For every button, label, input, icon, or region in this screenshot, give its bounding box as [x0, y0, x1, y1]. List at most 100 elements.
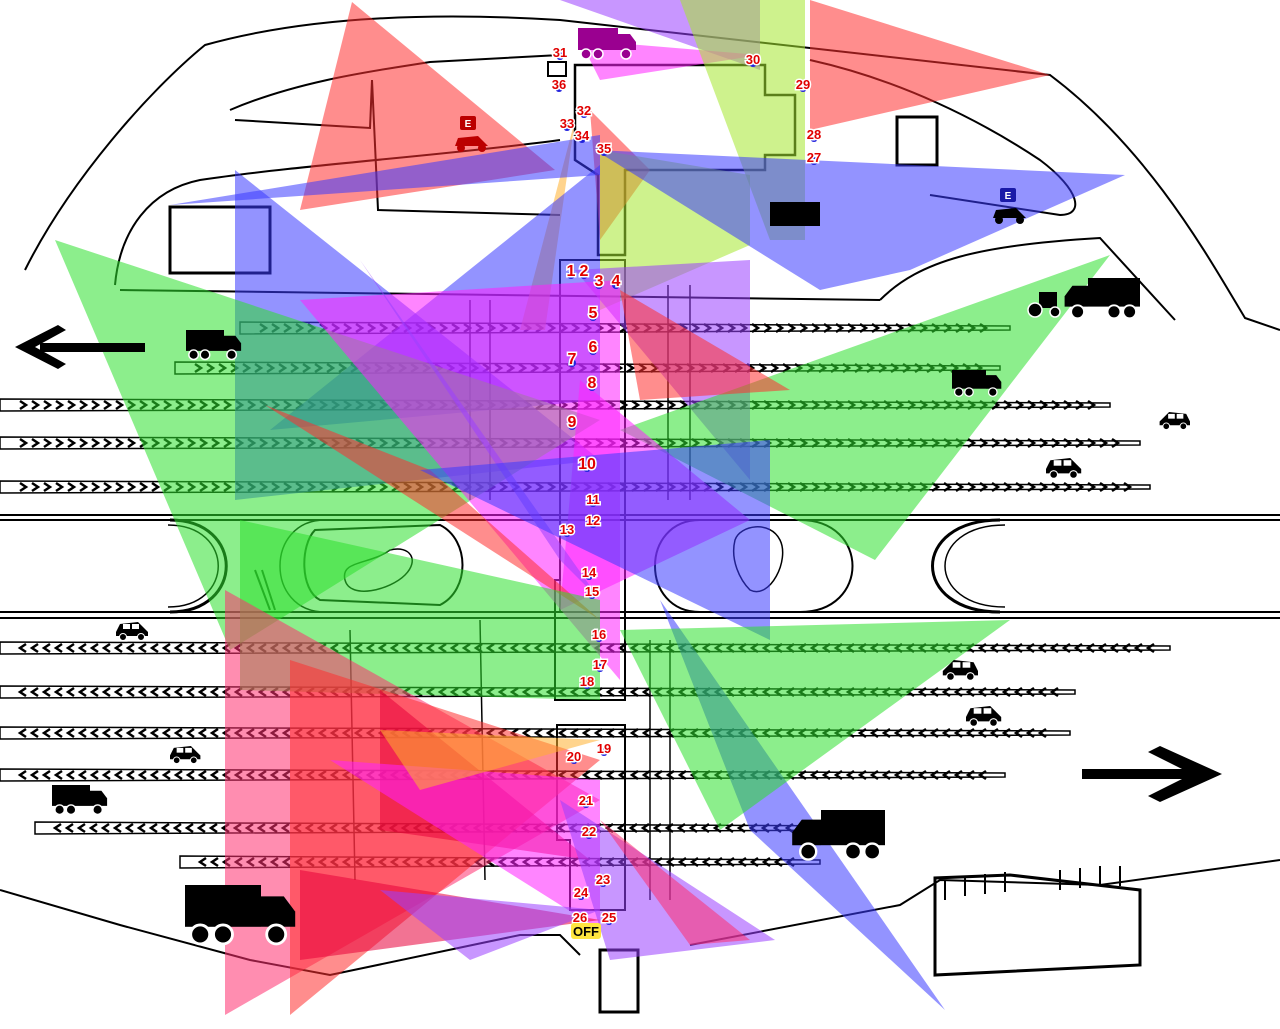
camera-5[interactable]: 5: [587, 304, 599, 324]
camera-icon: [589, 313, 597, 321]
camera-label: 13: [560, 522, 574, 537]
camera-label: 17: [593, 657, 607, 672]
camera-14[interactable]: 14: [580, 564, 598, 582]
camera-17[interactable]: 17: [591, 656, 608, 674]
coverage-cone: [330, 760, 600, 930]
camera-icon: [555, 84, 563, 92]
camera-30[interactable]: 30: [744, 51, 761, 69]
camera-3[interactable]: 3: [593, 272, 605, 292]
camera-label: 29: [796, 77, 810, 92]
camera-label: 31: [553, 45, 567, 60]
camera-35[interactable]: 35: [595, 140, 612, 158]
camera-11[interactable]: 11: [585, 491, 602, 509]
coverage-cone: [810, 0, 1050, 130]
camera-4[interactable]: 4: [610, 272, 622, 292]
camera-icon: [578, 135, 586, 143]
camera-icon: [596, 664, 604, 672]
camera-label: 35: [597, 141, 611, 156]
camera-32[interactable]: 32: [575, 102, 592, 120]
camera-label: 32: [577, 103, 591, 118]
camera-8[interactable]: 8: [586, 374, 598, 394]
camera-12[interactable]: 12: [584, 512, 601, 530]
camera-23[interactable]: 23: [594, 871, 611, 889]
camera-icon: [580, 110, 588, 118]
camera-label: 4: [612, 273, 621, 290]
camera-icon: [595, 281, 603, 289]
camera-label: 9: [568, 414, 577, 431]
equipment-block: [770, 202, 820, 226]
camera-label: 14: [582, 565, 597, 580]
electric-vehicle-marker: E: [993, 188, 1026, 224]
camera-34[interactable]: 34: [573, 127, 591, 145]
coverage-cone: [620, 290, 790, 400]
camera-9[interactable]: 9: [566, 413, 578, 433]
coverage-cone: [420, 440, 770, 640]
camera-19[interactable]: 19: [595, 740, 612, 758]
camera-label: 2: [580, 263, 589, 280]
camera-36[interactable]: 36: [550, 76, 567, 94]
camera-18[interactable]: 18: [578, 673, 595, 691]
camera-label: 10: [578, 456, 596, 473]
camera-7[interactable]: 7: [566, 350, 578, 370]
camera-label: 23: [596, 872, 610, 887]
camera-icon: [749, 59, 757, 67]
camera-icon: [583, 681, 591, 689]
camera-icon: [580, 271, 588, 279]
camera-21[interactable]: 21: [577, 792, 594, 810]
camera-labels: 1 23 4567891011121314151617181920212223242…: [550, 44, 822, 927]
truck-icon: [792, 810, 885, 861]
camera-label: 24: [574, 885, 589, 900]
camera-label: 6: [589, 339, 598, 356]
truck-icon: [186, 330, 242, 361]
camera-28[interactable]: 28: [805, 126, 822, 144]
camera-27[interactable]: 27: [805, 149, 822, 167]
camera-13[interactable]: 13: [558, 521, 575, 539]
camera-29[interactable]: 29: [794, 76, 811, 94]
truck-icon: [185, 885, 296, 946]
camera-label: 36: [552, 77, 566, 92]
camera-20[interactable]: 20: [565, 748, 582, 766]
e-label: E: [1005, 191, 1012, 202]
coverage-cone: [600, 820, 750, 945]
arrow-left-icon: [15, 325, 145, 369]
camera-6[interactable]: 6: [587, 338, 599, 358]
camera-33[interactable]: 33: [558, 115, 575, 133]
camera-26[interactable]: 26: [571, 909, 588, 927]
camera-off-indicator[interactable]: OFF: [571, 923, 601, 939]
camera-icon: [595, 634, 603, 642]
camera-icon: [568, 422, 576, 430]
camera-icon: [588, 383, 596, 391]
camera-icon: [810, 157, 818, 165]
camera-label: 19: [597, 741, 611, 756]
camera-15[interactable]: 15: [583, 583, 600, 601]
camera-label: 25: [602, 910, 616, 925]
car-icon: [942, 660, 978, 681]
camera-22[interactable]: 22: [580, 823, 597, 841]
camera-icon: [567, 271, 575, 279]
camera-icon: [599, 879, 607, 887]
camera-2[interactable]: 2: [578, 262, 590, 282]
camera-25[interactable]: 25: [600, 909, 617, 927]
car-icon: [966, 706, 1002, 727]
tractor-icon: [1027, 292, 1061, 318]
camera-label: 27: [807, 150, 821, 165]
camera-31[interactable]: 31: [551, 44, 568, 62]
e-label: E: [465, 119, 472, 130]
camera-label: 18: [580, 674, 594, 689]
camera-label: 34: [575, 128, 590, 143]
camera-10[interactable]: 10: [577, 455, 598, 475]
camera-16[interactable]: 16: [590, 626, 607, 644]
camera-icon: [589, 347, 597, 355]
camera-label: 22: [582, 824, 596, 839]
camera-icon: [589, 520, 597, 528]
coverage-cone: [620, 620, 1010, 830]
camera-icon: [583, 464, 591, 472]
camera-label: 12: [586, 513, 600, 528]
camera-icon: [570, 756, 578, 764]
camera-label: 33: [560, 116, 574, 131]
camera-icon: [605, 917, 613, 925]
camera-24[interactable]: 24: [572, 884, 590, 902]
camera-1[interactable]: 1: [565, 262, 577, 282]
camera-icon: [600, 748, 608, 756]
